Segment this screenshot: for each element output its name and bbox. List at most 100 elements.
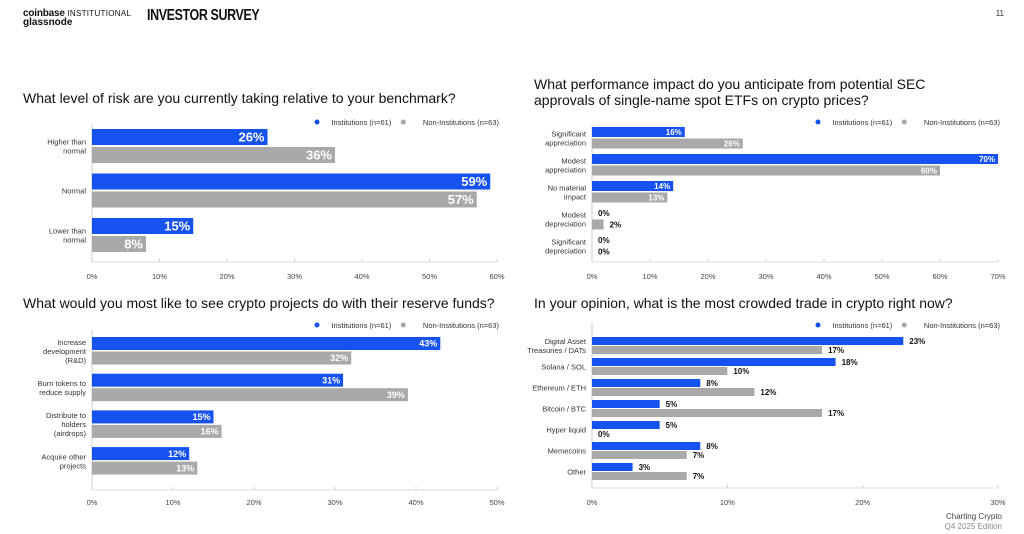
data-label: 26% [724,139,740,148]
category-label: appreciation [545,165,586,174]
data-label: 16% [666,128,682,137]
x-tick-label: 0% [87,498,98,507]
category-label: normal [63,236,86,245]
x-tick-label: 20% [219,272,234,281]
bar-non-institutions [92,388,408,402]
bar-non-institutions [592,219,604,230]
data-label: 16% [201,427,219,437]
category-label: Digital Asset [545,337,587,346]
category-label: depreciation [545,246,586,255]
legend-label-institutions: Institutions (n=61) [832,118,892,127]
category-label: Other [567,468,586,477]
bar-institutions [92,129,268,145]
category-label: Normal [62,187,87,196]
data-label: 3% [639,463,651,472]
legend-dot-institutions [314,322,320,328]
category-label: impact [564,192,587,201]
glassnode-logo: glassnode [23,17,73,28]
category-label: depreciation [545,219,586,228]
page-number: 11 [995,9,1004,18]
category-label: Treasuries / DATs [527,346,586,355]
legend-label-non-institutions: Non-Institutions (n=63) [423,321,500,330]
x-tick-label: 10% [642,272,657,281]
data-label: 7% [693,472,705,481]
x-tick-label: 20% [246,498,261,507]
category-label: Solana / SOL [541,363,586,372]
bar-non-institutions [592,451,687,459]
legend-label-non-institutions: Non-Institutions (n=63) [924,118,1001,127]
category-label: (R&D) [65,356,86,365]
data-label: 32% [330,353,348,363]
legend-label-institutions: Institutions (n=61) [331,118,391,127]
category-label: Significant [551,237,587,246]
legend-label-non-institutions: Non-Institutions (n=63) [924,321,1001,330]
x-tick-label: 30% [758,272,773,281]
category-label: Modest [561,210,587,219]
bar-non-institutions [592,192,668,203]
data-label: 57% [448,192,474,207]
category-label: Hyper liquid [546,426,586,435]
data-label: 0% [598,247,610,256]
data-label: 13% [648,193,664,202]
data-label: 31% [322,375,340,385]
bar-non-institutions [592,346,823,354]
x-tick-label: 0% [587,498,598,507]
category-label: appreciation [545,138,586,147]
x-tick-label: 40% [408,498,423,507]
category-label: Bitcoin / BTC [542,405,586,414]
data-label: 5% [666,400,678,409]
data-label: 0% [598,209,610,218]
category-label: Higher than [47,138,86,147]
data-label: 39% [387,390,405,400]
legend-dot-institutions [314,119,320,125]
legend-dot-institutions [815,119,821,125]
bar-non-institutions [92,236,146,252]
data-label: 60% [921,166,937,175]
legend-dot-non-institutions [901,322,907,328]
bar-non-institutions [592,367,728,375]
bar-institutions [92,173,491,190]
x-tick-label: 40% [354,272,369,281]
legend-label-non-institutions: Non-Institutions (n=63) [423,118,500,127]
data-label: 5% [666,421,678,430]
data-label: 7% [693,451,705,460]
category-label: holders [61,420,86,429]
x-tick-label: 20% [700,272,715,281]
bar-non-institutions [92,461,198,475]
category-label: Distribute to [46,411,86,420]
bar-institutions [92,218,194,234]
data-label: 12% [168,449,186,459]
category-label: Lower than [49,227,86,236]
data-label: 8% [124,237,143,252]
x-tick-label: 70% [990,272,1005,281]
bar-non-institutions [592,472,687,480]
bar-non-institutions [592,409,823,417]
bar-institutions [592,442,701,450]
bar-non-institutions [92,147,335,163]
bar-institutions [92,373,344,387]
data-label: 13% [176,463,194,473]
data-label: 15% [164,219,190,234]
x-tick-label: 30% [287,272,302,281]
x-tick-label: 10% [720,498,735,507]
bar-non-institutions [592,165,940,176]
chart1-title: What level of risk are you currently tak… [23,90,456,106]
data-label: 26% [238,130,264,145]
category-label: normal [63,147,86,156]
data-label: 2% [610,220,622,229]
data-label: 17% [828,346,844,355]
bar-institutions [592,463,633,471]
x-tick-label: 30% [327,498,342,507]
bar-non-institutions [92,191,477,208]
x-tick-label: 50% [874,272,889,281]
x-tick-label: 30% [990,498,1005,507]
category-label: Ethereum / ETH [532,384,586,393]
x-tick-label: 50% [489,498,504,507]
chart3-title: What would you most like to see crypto p… [23,295,495,311]
data-label: 18% [842,358,858,367]
legend-dot-non-institutions [400,119,406,125]
data-label: 0% [598,236,610,245]
x-tick-label: 10% [152,272,167,281]
category-label: Modest [561,156,587,165]
